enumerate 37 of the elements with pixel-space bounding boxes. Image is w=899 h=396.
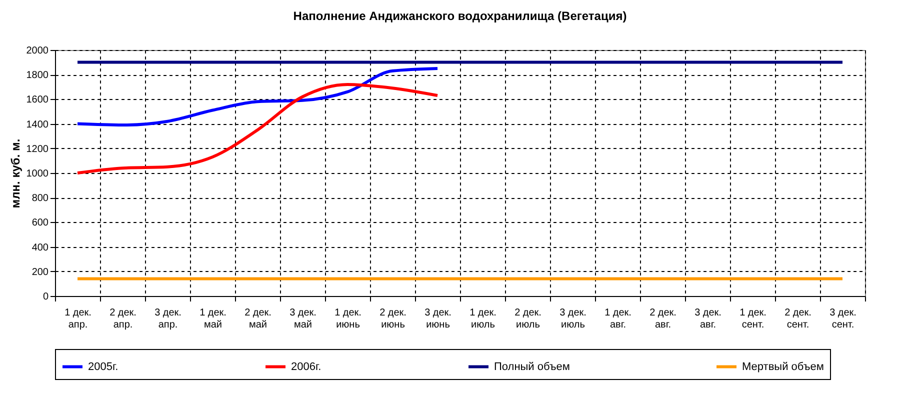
x-tick-label: 1 дек. июнь xyxy=(334,308,362,330)
x-tick-label: 3 дек. апр. xyxy=(154,308,182,330)
x-tick-label: 1 дек. сент. xyxy=(740,308,766,330)
legend-label: Мертвый объем xyxy=(742,360,824,373)
y-tick-label: 1000 xyxy=(26,168,49,180)
x-tick-label: 1 дек. июль xyxy=(470,308,496,330)
y-tick-label: 600 xyxy=(32,218,49,229)
legend-label: 2005г. xyxy=(88,360,118,373)
x-tick-label: 2 дек. май xyxy=(244,308,272,330)
legend-label: 2006г. xyxy=(291,360,322,373)
y-tick-label: 1400 xyxy=(26,119,49,130)
x-tick-label: 2 дек. июнь xyxy=(380,308,406,330)
y-tick-label: 200 xyxy=(32,266,49,278)
y-tick-label: 1600 xyxy=(26,94,49,106)
x-tick-label: 3 дек. сент. xyxy=(830,308,856,330)
y-axis-title: млн. куб. м. xyxy=(8,138,22,208)
y-tick-label: 0 xyxy=(42,292,49,302)
y-tick-label: 800 xyxy=(32,193,49,204)
y-tick-label: 2000 xyxy=(26,46,49,56)
y-tick-label: 400 xyxy=(32,242,49,254)
y-tick-label: 1200 xyxy=(26,144,49,155)
x-tick-label: 3 дек. июль xyxy=(560,308,586,330)
x-tick-label: 3 дек. июнь xyxy=(424,308,452,330)
y-tick-label: 1800 xyxy=(26,70,49,82)
x-tick-label: 3 дек. авг. xyxy=(694,308,722,330)
x-tick-label: 3 дек. май xyxy=(290,308,316,330)
x-tick-label: 2 дек. авг. xyxy=(650,308,676,330)
chart-title: Наполнение Андижанского водохранилища (Вегетация) xyxy=(293,9,627,23)
legend-label: Полный объем xyxy=(494,360,570,373)
x-tick-label: 2 дек. апр. xyxy=(110,308,136,330)
line-series xyxy=(76,82,439,174)
x-tick-label: 2 дек. сент. xyxy=(784,308,812,330)
x-tick-label: 1 дек. май xyxy=(200,308,226,330)
x-tick-label: 1 дек. апр. xyxy=(64,308,92,330)
x-tick-label: 2 дек. июль xyxy=(514,308,542,330)
x-tick-label: 1 дек. авг. xyxy=(604,308,632,330)
line-series xyxy=(76,66,439,127)
